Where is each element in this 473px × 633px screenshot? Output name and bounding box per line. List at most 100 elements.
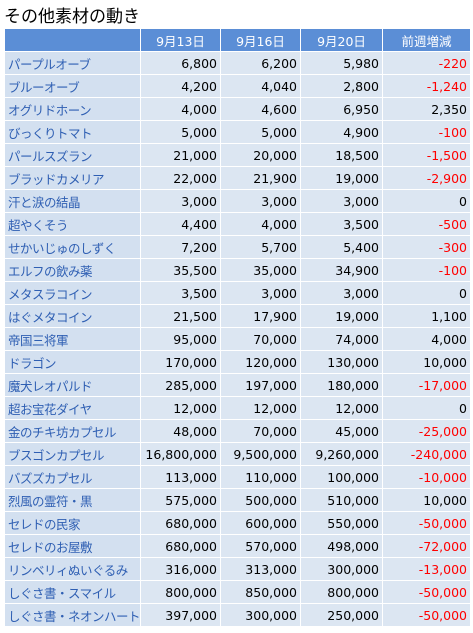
item-name: パールスズラン	[4, 143, 141, 167]
value-cell: 3,000	[140, 189, 221, 213]
value-cell: 7,200	[140, 235, 221, 259]
value-cell: -1,240	[382, 74, 471, 98]
corner-cell	[4, 28, 141, 52]
value-cell: 12,000	[220, 396, 301, 420]
value-cell: 3,000	[300, 189, 383, 213]
table-row: リンベリィぬいぐるみ 316,000 313,000 300,000 -13,000	[4, 557, 471, 581]
table-row: エルフの飲み薬 35,500 35,000 34,900 -100	[4, 258, 471, 282]
value-cell: 35,000	[220, 258, 301, 282]
table-row: オグリドホーン 4,000 4,600 6,950 2,350	[4, 97, 471, 121]
item-name: ドラゴン	[4, 350, 141, 374]
value-cell: 575,000	[140, 488, 221, 512]
table-row: びっくりトマト 5,000 5,000 4,900 -100	[4, 120, 471, 144]
table-body: パープルオーブ 6,800 6,200 5,980 -220 ブルーオーブ 4,200 4,0…	[4, 51, 471, 627]
value-cell: 170,000	[140, 350, 221, 374]
value-cell: 510,000	[300, 488, 383, 512]
value-cell: 20,000	[220, 143, 301, 167]
value-cell: 113,000	[140, 465, 221, 489]
value-cell: 4,200	[140, 74, 221, 98]
value-cell: 35,500	[140, 258, 221, 282]
value-cell: 21,900	[220, 166, 301, 190]
item-name: びっくりトマト	[4, 120, 141, 144]
value-cell: 5,700	[220, 235, 301, 259]
item-name: オグリドホーン	[4, 97, 141, 121]
value-cell: -10,000	[382, 465, 471, 489]
table-row: 金のチキ坊カプセル 48,000 70,000 45,000 -25,000	[4, 419, 471, 443]
value-cell: 5,400	[300, 235, 383, 259]
value-cell: 313,000	[220, 557, 301, 581]
item-name: セレドのお屋敷	[4, 534, 141, 558]
value-cell: 3,000	[300, 281, 383, 305]
item-name: 超やくそう	[4, 212, 141, 236]
value-cell: 0	[382, 189, 471, 213]
value-cell: -100	[382, 120, 471, 144]
value-cell: 110,000	[220, 465, 301, 489]
item-name: エルフの飲み薬	[4, 258, 141, 282]
table-row: ブラッドカメリア 22,000 21,900 19,000 -2,900	[4, 166, 471, 190]
value-cell: 120,000	[220, 350, 301, 374]
table-row: 魔犬レオパルド 285,000 197,000 180,000 -17,000	[4, 373, 471, 397]
value-cell: 680,000	[140, 534, 221, 558]
value-cell: 2,350	[382, 97, 471, 121]
table-row: ブスゴンカプセル 16,800,000 9,500,000 9,260,000 -240…	[4, 442, 471, 466]
table-row: メタスラコイン 3,500 3,000 3,000 0	[4, 281, 471, 305]
value-cell: 4,000	[140, 97, 221, 121]
value-cell: 10,000	[382, 488, 471, 512]
value-cell: -220	[382, 51, 471, 75]
table-row: ブルーオーブ 4,200 4,040 2,800 -1,240	[4, 74, 471, 98]
value-cell: -300	[382, 235, 471, 259]
item-name: ブスゴンカプセル	[4, 442, 141, 466]
table-row: 超お宝花ダイヤ 12,000 12,000 12,000 0	[4, 396, 471, 420]
value-cell: 4,000	[220, 212, 301, 236]
value-cell: 0	[382, 396, 471, 420]
value-cell: 300,000	[300, 557, 383, 581]
value-cell: 9,500,000	[220, 442, 301, 466]
value-cell: 4,000	[382, 327, 471, 351]
item-name: ブラッドカメリア	[4, 166, 141, 190]
value-cell: -25,000	[382, 419, 471, 443]
table-row: パープルオーブ 6,800 6,200 5,980 -220	[4, 51, 471, 75]
value-cell: 4,400	[140, 212, 221, 236]
value-cell: 4,600	[220, 97, 301, 121]
table-row: 帝国三将軍 95,000 70,000 74,000 4,000	[4, 327, 471, 351]
item-name: 金のチキ坊カプセル	[4, 419, 141, 443]
table-row: セレドの民家 680,000 600,000 550,000 -50,000	[4, 511, 471, 535]
value-cell: -240,000	[382, 442, 471, 466]
value-cell: 570,000	[220, 534, 301, 558]
value-cell: 5,980	[300, 51, 383, 75]
value-cell: 2,800	[300, 74, 383, 98]
value-cell: 6,800	[140, 51, 221, 75]
value-cell: 850,000	[220, 580, 301, 604]
value-cell: 500,000	[220, 488, 301, 512]
value-cell: 10,000	[382, 350, 471, 374]
value-cell: 12,000	[140, 396, 221, 420]
value-cell: 22,000	[140, 166, 221, 190]
table-row: せかいじゅのしずく 7,200 5,700 5,400 -300	[4, 235, 471, 259]
value-cell: 9,260,000	[300, 442, 383, 466]
value-cell: 70,000	[220, 327, 301, 351]
item-name: バズズカプセル	[4, 465, 141, 489]
header-row: 9月13日 9月16日 9月20日 前週増減	[4, 28, 471, 52]
value-cell: 498,000	[300, 534, 383, 558]
value-cell: -17,000	[382, 373, 471, 397]
item-name: セレドの民家	[4, 511, 141, 535]
table-row: しぐさ書・スマイル 800,000 850,000 800,000 -50,000	[4, 580, 471, 604]
value-cell: 130,000	[300, 350, 383, 374]
value-cell: 180,000	[300, 373, 383, 397]
value-cell: 800,000	[300, 580, 383, 604]
value-cell: 300,000	[220, 603, 301, 627]
value-cell: 4,900	[300, 120, 383, 144]
table-row: セレドのお屋敷 680,000 570,000 498,000 -72,000	[4, 534, 471, 558]
table-row: 汗と涙の結晶 3,000 3,000 3,000 0	[4, 189, 471, 213]
header-cell: 9月20日	[300, 28, 383, 52]
value-cell: 1,100	[382, 304, 471, 328]
item-name: しぐさ書・スマイル	[4, 580, 141, 604]
value-cell: 74,000	[300, 327, 383, 351]
table-row: 超やくそう 4,400 4,000 3,500 -500	[4, 212, 471, 236]
value-cell: 3,500	[300, 212, 383, 236]
item-name: せかいじゅのしずく	[4, 235, 141, 259]
value-cell: 600,000	[220, 511, 301, 535]
value-cell: -50,000	[382, 603, 471, 627]
value-cell: 197,000	[220, 373, 301, 397]
